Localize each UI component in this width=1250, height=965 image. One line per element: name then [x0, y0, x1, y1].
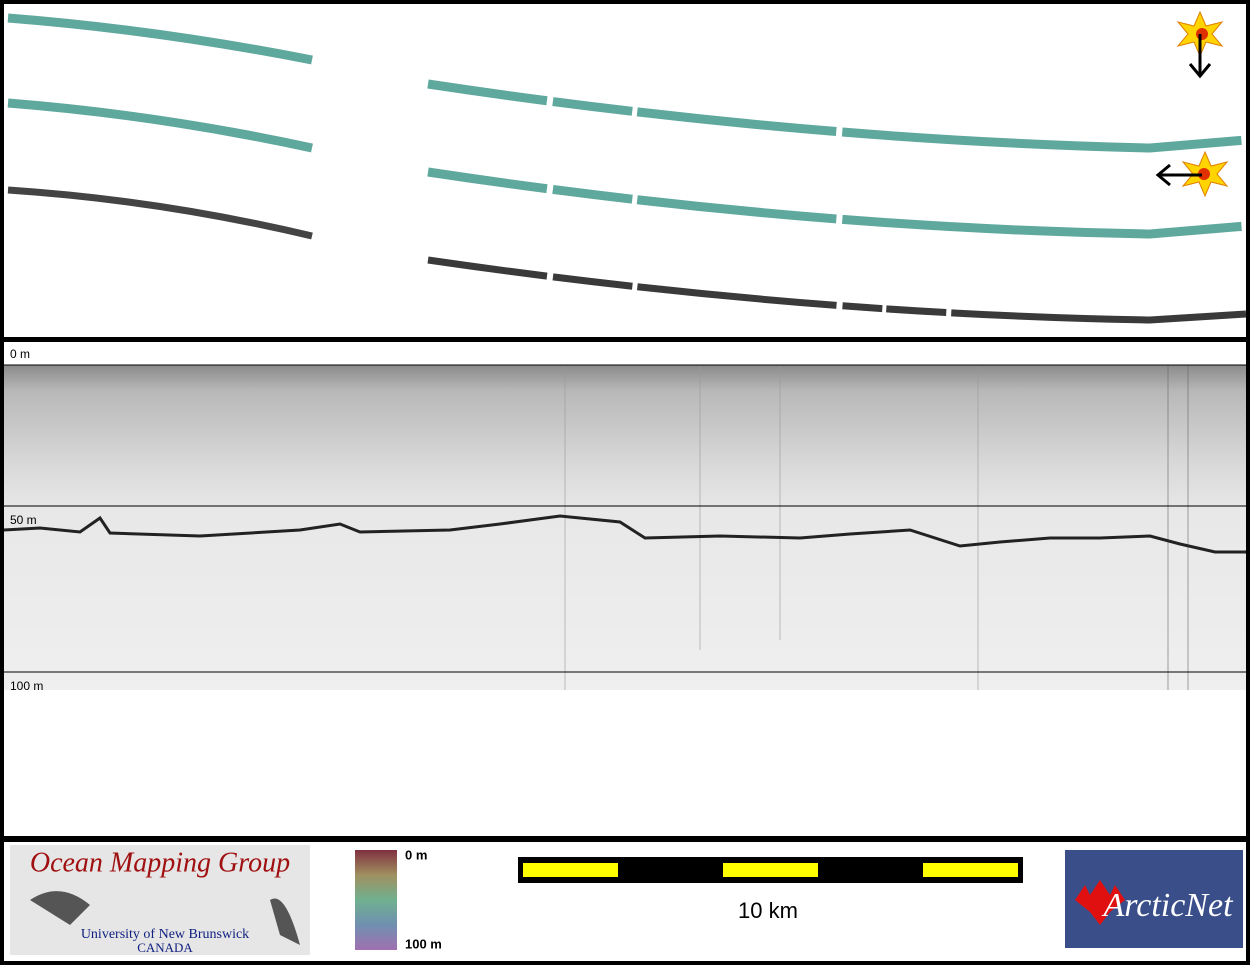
swath: [427, 256, 1247, 324]
scale-segment: [523, 863, 618, 877]
depth-label: 50 m: [10, 513, 37, 527]
swath: [427, 167, 1247, 239]
logo-title: Ocean Mapping Group: [30, 847, 290, 878]
sun-icon: [1176, 10, 1224, 79]
swath: [7, 13, 313, 65]
depth-label: 0 m: [10, 347, 30, 361]
swaths: [7, 13, 1247, 324]
sonar-striations: [564, 365, 1189, 690]
logo-line: University of New Brunswick: [81, 927, 249, 942]
swath: [7, 98, 313, 153]
logo-line: CANADA: [137, 940, 193, 955]
sonar-image: [4, 365, 1246, 690]
logo-title: ArcticNet: [1101, 887, 1234, 924]
seafloor-trace: [3, 514, 1246, 554]
maple-leaf: [1075, 880, 1125, 925]
swath: [427, 79, 1247, 153]
sun-icon: [1155, 150, 1229, 198]
plan-panel: [4, 4, 1246, 337]
colorbar-label: 0 m: [405, 847, 427, 862]
depth-lines: [4, 364, 1246, 673]
scale-segment: [923, 863, 1018, 877]
logo-art: [30, 891, 300, 945]
colorbar: [355, 850, 397, 950]
swath: [7, 186, 313, 240]
depth-label: 100 m: [10, 679, 43, 693]
colorbar-label: 100 m: [405, 936, 442, 951]
scale-segment: [723, 863, 818, 877]
scale-label: 10 km: [738, 898, 798, 923]
